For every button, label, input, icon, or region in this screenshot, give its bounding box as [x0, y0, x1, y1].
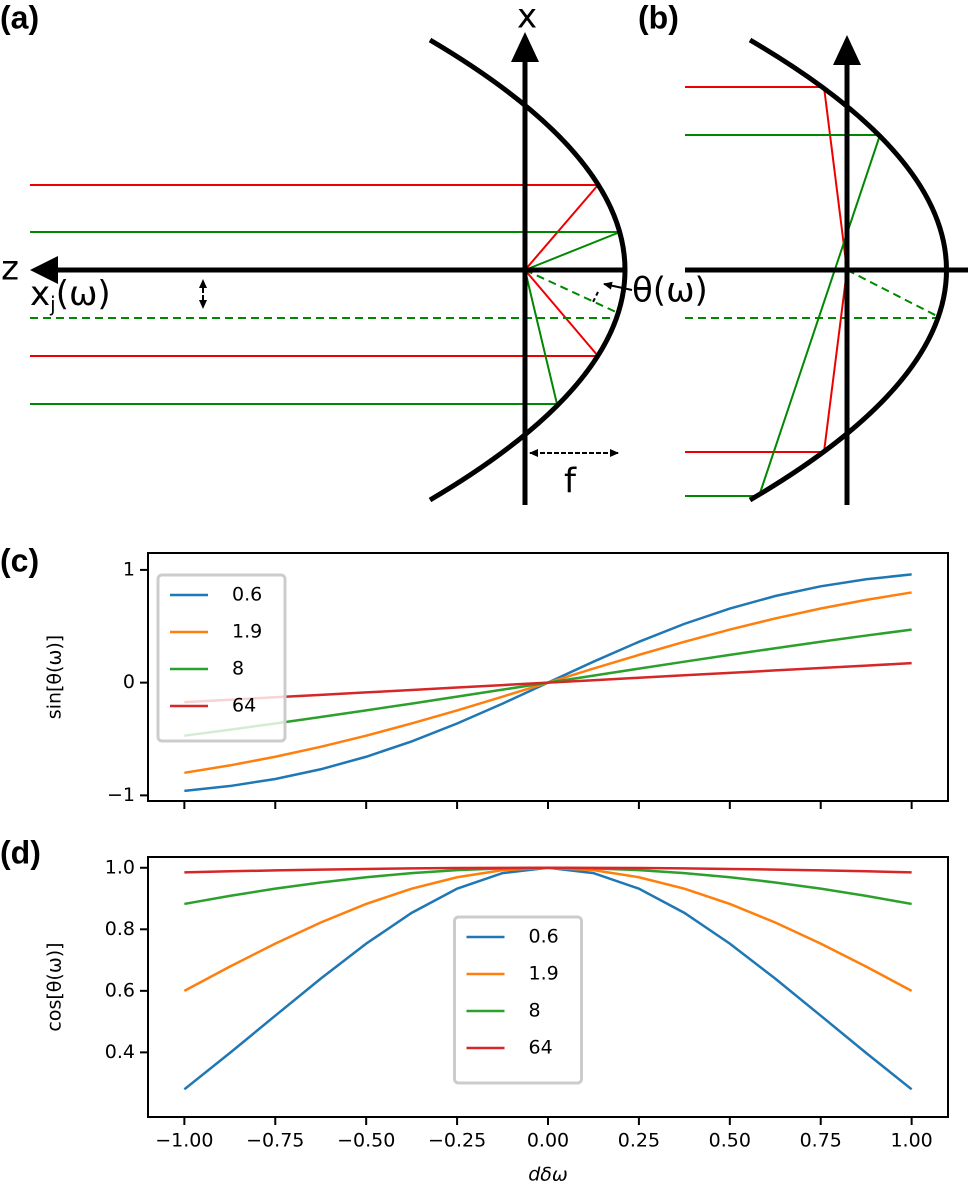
legend: 0.6 1.9 8 64 — [156, 573, 287, 743]
legend-label: 8 — [529, 1000, 541, 1022]
y-axis-label: sin[θ(ω)] — [44, 635, 66, 719]
ray — [524, 269, 558, 405]
label-theta: θ(ω) — [632, 271, 708, 311]
x-tick-label: −1.00 — [155, 1130, 213, 1152]
legend-label: 64 — [232, 695, 256, 717]
legend-label: 0.6 — [232, 584, 262, 606]
label-part: x — [30, 274, 50, 314]
x-tick-label: −0.50 — [337, 1130, 395, 1152]
series-line — [184, 866, 912, 874]
y-tick-label: 0 — [123, 671, 135, 693]
label-xj: xj(ω) — [30, 274, 111, 316]
panel-label: (c) — [0, 542, 39, 578]
ray — [758, 134, 881, 497]
series-line — [184, 661, 912, 704]
x-tick-label: 0.25 — [618, 1130, 660, 1152]
series-line — [184, 866, 912, 906]
arrowhead — [511, 32, 539, 62]
ray — [823, 86, 848, 271]
y-tick-label: 1.0 — [105, 856, 135, 878]
x-tick-label: 0.50 — [709, 1130, 751, 1152]
ray — [823, 269, 848, 453]
legend: 0.6 1.9 8 64 — [453, 915, 583, 1085]
diagram-b — [685, 35, 968, 505]
x-tick-label: 1.00 — [890, 1130, 932, 1152]
legend-label: 64 — [529, 1037, 553, 1059]
x-axis-label: dδω — [528, 1164, 568, 1185]
y-tick-label: 0.4 — [105, 1041, 135, 1063]
ray — [524, 231, 621, 271]
legend-box — [453, 915, 583, 1085]
legend-label: 1.9 — [529, 963, 559, 985]
y-axis-label: cos[θ(ω)] — [44, 942, 66, 1031]
diagram-a — [30, 32, 633, 505]
axis-label: x — [517, 0, 537, 37]
arrowhead — [30, 256, 58, 284]
x-tick-label: 0.00 — [527, 1130, 569, 1152]
legend-label: 8 — [232, 658, 244, 680]
ray-dashed — [846, 269, 938, 317]
legend-label: 0.6 — [529, 926, 559, 948]
panel-label: (b) — [638, 0, 679, 35]
y-tick-label: 0.8 — [105, 918, 135, 940]
angle-mark — [591, 291, 599, 305]
angle-arrow — [603, 281, 633, 291]
panel-label: (a) — [0, 0, 39, 35]
label-part: (ω) — [56, 274, 111, 314]
x-tick-label: −0.75 — [246, 1130, 304, 1152]
label-f: f — [564, 462, 577, 502]
x-tick-label: 0.75 — [800, 1130, 842, 1152]
y-tick-label: 1 — [123, 558, 135, 580]
arrowhead — [833, 35, 861, 65]
legend-label: 1.9 — [232, 621, 262, 643]
axis-label: z — [1, 249, 19, 289]
panel-label: (d) — [0, 834, 41, 870]
y-tick-label: 0.6 — [105, 979, 135, 1001]
ray — [524, 269, 599, 357]
legend-box — [156, 573, 287, 743]
ray-dashed — [524, 269, 617, 313]
label-subscript: j — [49, 292, 56, 316]
ray — [524, 184, 599, 271]
y-tick-label: −1 — [107, 784, 135, 806]
x-tick-label: −0.25 — [428, 1130, 486, 1152]
